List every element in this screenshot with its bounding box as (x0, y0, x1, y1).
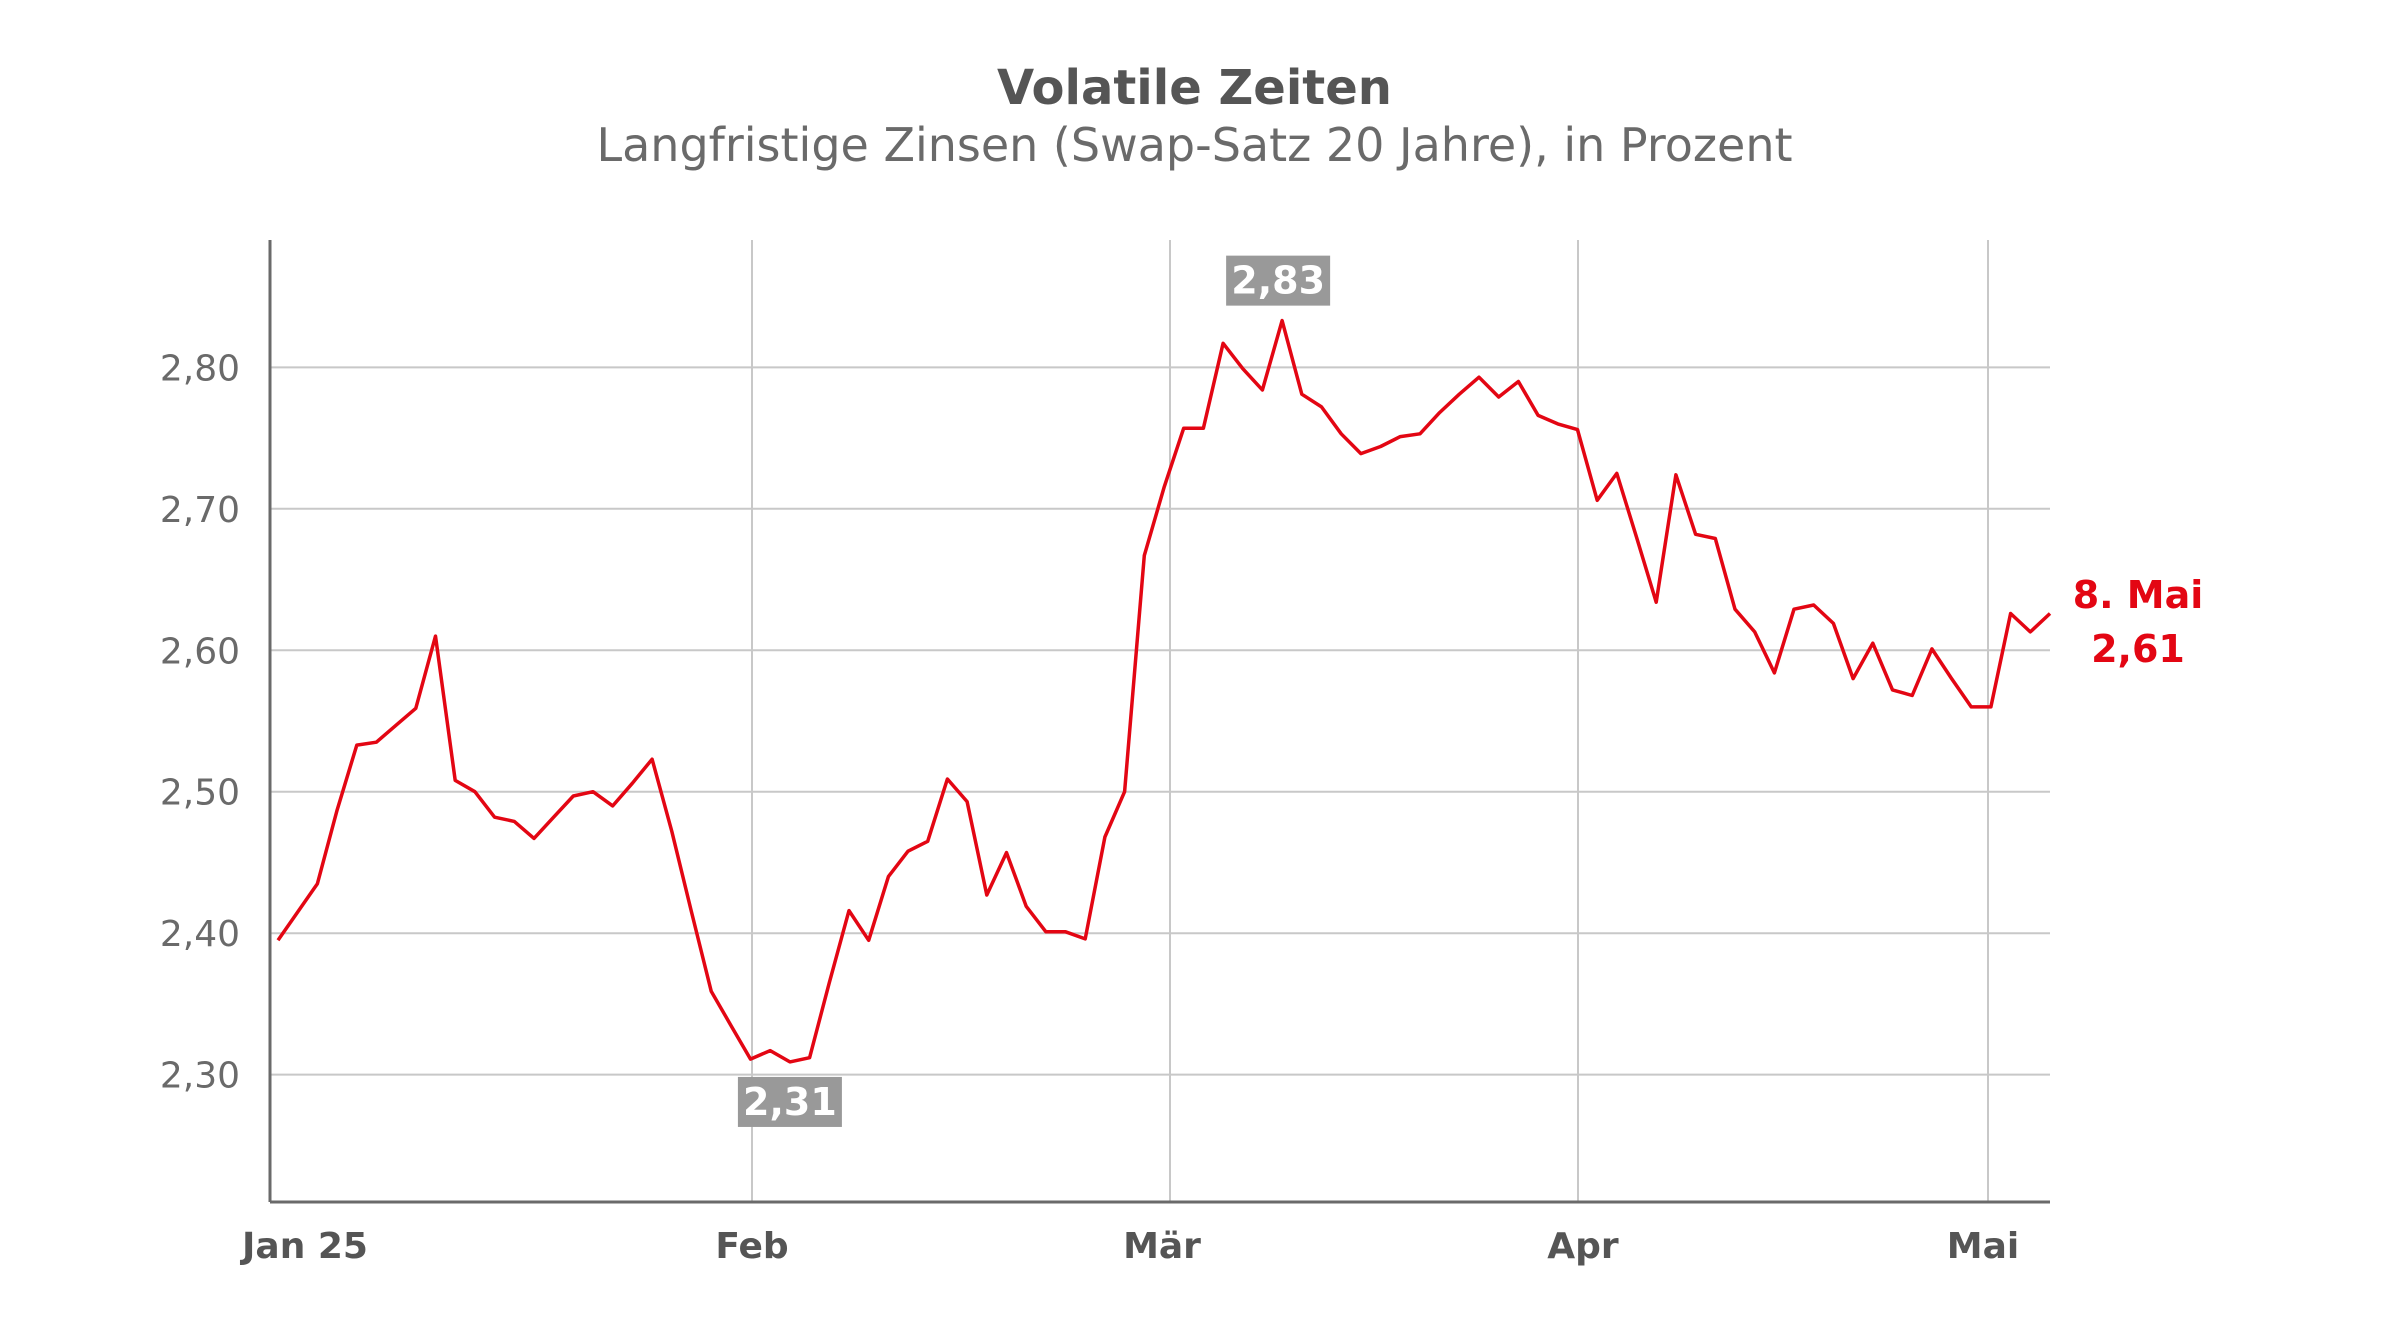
x-tick-label: Feb (715, 1226, 788, 1267)
y-tick-label: 2,30 (160, 1056, 240, 1097)
series-line (276, 318, 2052, 1064)
x-tick-label: Apr (1547, 1226, 1619, 1267)
min-callout-box (737, 1076, 842, 1127)
x-tick-label: Mär (1123, 1226, 1201, 1267)
y-tick-label: 2,50 (160, 773, 240, 814)
max-callout-label: 2,83 (1231, 259, 1325, 303)
chart-subtitle: Langfristige Zinsen (Swap-Satz 20 Jahre)… (596, 118, 1793, 172)
y-tick-label: 2,60 (160, 631, 240, 672)
y-tick-label: 2,70 (160, 490, 240, 531)
y-tick-label: 2,40 (160, 914, 240, 955)
callouts: 2,83 2,31 8. Mai 2,61 (737, 255, 2204, 1127)
x-tick-label: Mai (1947, 1226, 2019, 1267)
chart-title: Volatile Zeiten (997, 60, 1392, 116)
axes (268, 240, 2050, 1204)
max-callout-box (1226, 255, 1331, 306)
grid-lines (270, 240, 2050, 1202)
y-axis-ticks: 2,30 2,40 2,50 2,60 2,70 2,80 (160, 348, 240, 1096)
series-layer (276, 318, 2052, 1064)
x-axis-ticks: Jan 25 Feb Mär Apr Mai (239, 1226, 2019, 1267)
end-value-label: 2,61 (2091, 627, 2185, 671)
end-date-label: 8. Mai (2073, 573, 2204, 617)
min-callout-label: 2,31 (743, 1080, 837, 1124)
x-tick-label: Jan 25 (239, 1226, 368, 1267)
y-tick-label: 2,80 (160, 348, 240, 389)
